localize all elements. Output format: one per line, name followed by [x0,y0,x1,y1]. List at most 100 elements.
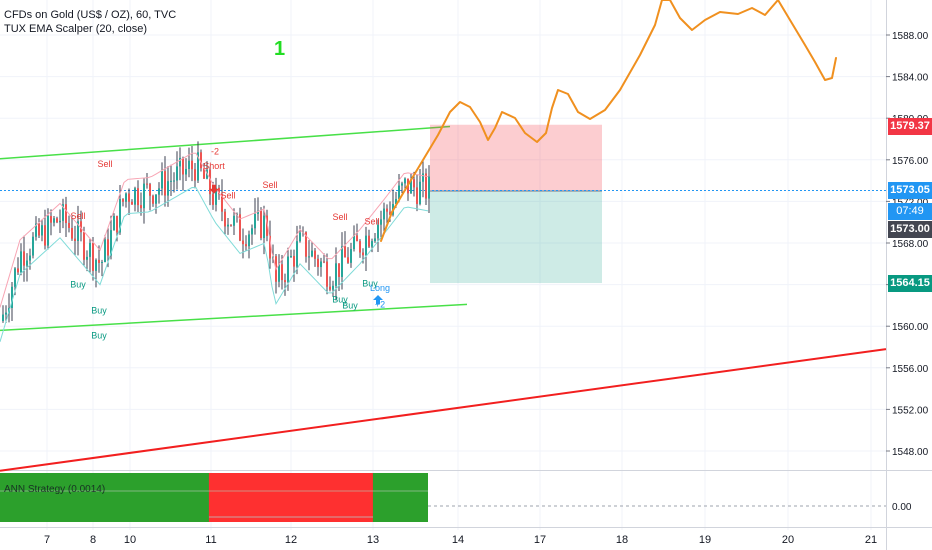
candle-up [26,260,28,266]
candle-down [416,187,418,204]
candle-up [410,179,412,194]
candle-down [224,211,226,227]
signal-label-buy: Buy [91,331,107,341]
candle-up [332,285,334,290]
candle-down [230,224,232,226]
candle-down [221,194,223,212]
candle-down [260,210,262,239]
signal-label-sell: -2 [211,147,219,157]
oscillator-tick-label: 0.00 [892,502,912,513]
candle-up [308,256,310,258]
candle-up [248,234,250,247]
oscillator-legend[interactable]: ANN Strategy (0.0014) [4,484,106,495]
candle-up [29,255,31,261]
x-tick-label: 11 [205,534,216,546]
candle-down [368,235,370,247]
candle-up [296,241,298,267]
oscillator-segment [0,473,209,522]
candle-down [347,257,349,263]
candle-down [194,169,196,181]
y-tick-label: 1556.00 [892,364,929,375]
x-tick-label: 10 [124,534,136,546]
target-price-tag: 1564.15 [888,275,932,292]
candle-up [161,171,163,189]
x-tick-label: 18 [616,534,628,546]
candle-down [314,250,316,259]
candle-down [116,216,118,233]
long-arrow-icon [373,295,383,304]
candle-down [164,171,166,196]
candle-up [233,215,235,226]
candle-up [185,168,187,175]
candle-up [110,230,112,256]
candle-up [167,181,169,196]
candle-up [254,213,256,229]
candle-up [299,232,301,242]
symbol-legend[interactable]: CFDs on Gold (US$ / OZ), 60, TVC [4,9,177,21]
current-price-tag: 1573.05 [888,182,932,199]
x-tick-label: 8 [90,534,96,546]
candle-up [419,181,421,204]
candle-up [104,239,106,263]
signal-label-sell: Sell [332,212,347,222]
candle-up [53,218,55,223]
candle-up [2,314,4,321]
candle-down [17,268,19,273]
signal-label-sell: Sell [70,211,85,221]
candle-up [311,250,313,257]
candle-up [32,236,34,256]
x-tick-label: 20 [782,534,794,546]
candle-down [44,225,46,246]
candle-up [365,235,367,256]
candle-up [20,251,22,273]
countdown-tag: 07:49 [888,203,932,220]
candle-down [191,160,193,170]
candle-down [344,246,346,258]
candle-up [422,173,424,182]
candle-up [179,157,181,167]
oscillator-segment [373,473,428,522]
candle-down [317,258,319,268]
candle-up [173,180,175,182]
stop-loss-zone [430,124,602,191]
candle-down [128,193,130,202]
y-tick-label: 1548.00 [892,447,929,458]
candle-down [359,241,361,253]
candle-up [290,255,292,257]
candle-up [11,286,13,308]
candle-up [215,187,217,205]
oscillator-segment [209,473,373,522]
y-tick-label: 1552.00 [892,405,929,416]
candle-down [140,205,142,209]
candle-down [65,204,67,223]
candle-down [152,195,154,204]
support-trendline [0,348,887,472]
candle-up [341,246,343,277]
x-tick-label: 12 [285,534,297,546]
candle-down [56,218,58,223]
candles-group [2,141,430,323]
signal-label-long: +2 [375,299,385,309]
y-tick-label: 1572.00 [892,197,929,208]
candle-up [395,198,397,205]
channel-lower-line [0,303,468,332]
channel-upper-line [0,125,451,160]
candle-up [380,219,382,225]
candle-up [95,259,97,271]
stop-price-tag: 1579.37 [888,118,932,135]
candle-down [92,243,94,271]
candle-up [113,216,115,231]
indicator-legend[interactable]: TUX EMA Scalper (20, close) [4,23,148,35]
candle-down [38,223,40,236]
candle-down [293,255,295,267]
candle-down [425,173,427,199]
candle-down [323,261,325,263]
candle-up [77,221,79,242]
x-tick-label: 13 [367,534,379,546]
candle-down [362,252,364,256]
candle-up [134,188,136,205]
entry-price-tag: 1573.00 [888,221,932,238]
y-tick-label: 1576.00 [892,156,929,167]
